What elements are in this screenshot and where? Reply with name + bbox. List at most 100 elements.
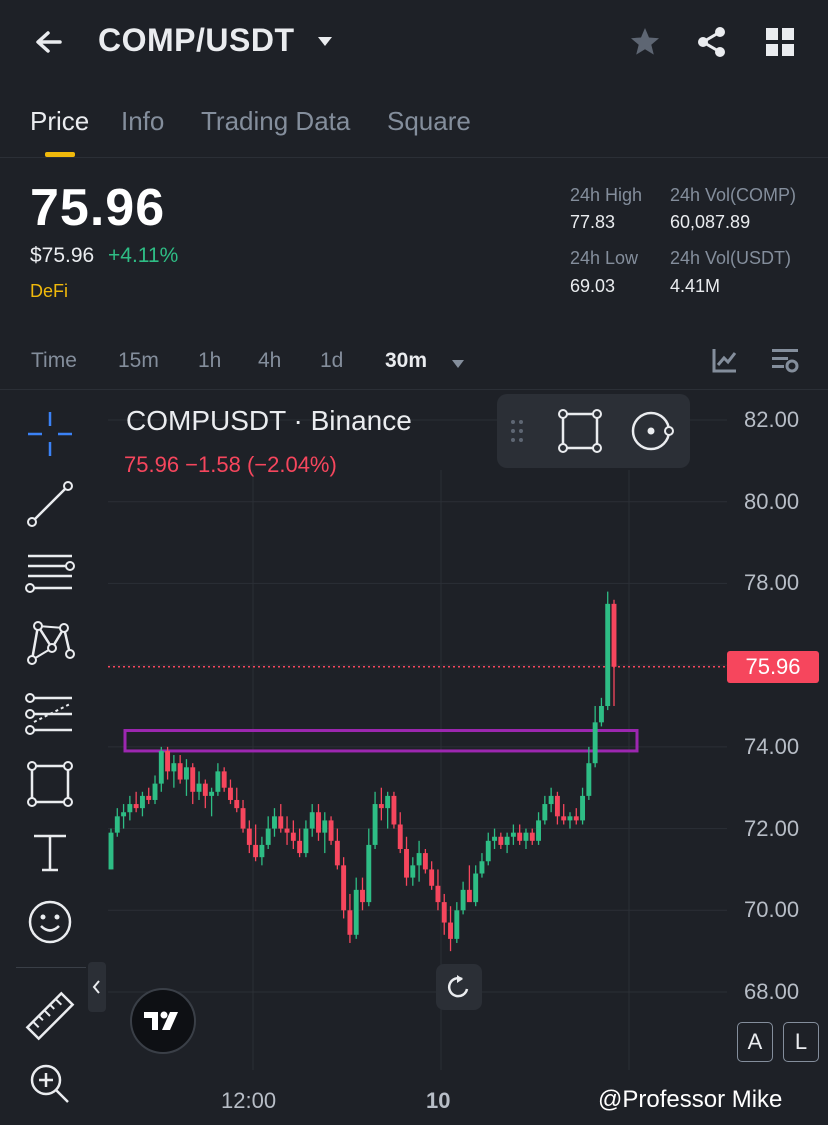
candle-body (316, 812, 321, 833)
candle-body (347, 910, 353, 935)
sidebar-collapse-button[interactable] (88, 962, 106, 1012)
trend-line-tool-icon[interactable] (22, 476, 78, 532)
chart-ohlc: 75.96 −1.58 (−2.04%) (124, 452, 337, 477)
candle-body (492, 836, 497, 841)
candle-body (441, 902, 447, 923)
circle-tool-icon[interactable] (629, 408, 679, 454)
prediction-tool-icon[interactable] (22, 686, 78, 742)
candle-body (190, 767, 196, 792)
y-tick: 82.00 (744, 407, 800, 432)
candle-body (479, 861, 485, 874)
chevron-down-icon[interactable] (316, 34, 334, 50)
candle-body (523, 832, 529, 841)
candle-body (108, 832, 114, 870)
divider (16, 967, 86, 968)
candle-body (158, 750, 164, 784)
sector-tag[interactable]: DeFi (30, 281, 69, 301)
tab-trading-data[interactable]: Trading Data (201, 106, 351, 136)
indicator-icon (712, 349, 737, 373)
candle-body (253, 844, 259, 858)
candle-body (209, 791, 215, 796)
zoom-in-tool-icon[interactable] (22, 1056, 78, 1112)
candle-body (215, 771, 221, 792)
y-tick: 68.00 (744, 979, 800, 1004)
stat-24h-high-value: 77.83 (570, 212, 616, 232)
back-button[interactable] (26, 22, 70, 66)
favorite-button[interactable] (627, 24, 663, 60)
divider (0, 389, 828, 390)
share-button[interactable] (694, 24, 730, 60)
candle-body (353, 889, 359, 935)
tradingview-logo-icon (144, 1011, 178, 1030)
reset-view-button[interactable] (436, 964, 482, 1010)
indicator-button[interactable] (710, 345, 740, 375)
interval-time[interactable]: Time (31, 349, 77, 372)
grid-icon (766, 28, 794, 56)
candle-body (309, 812, 315, 829)
candle-body (234, 799, 240, 809)
candle-body (592, 722, 598, 764)
candle-body (366, 844, 372, 903)
chart-symbol: COMPUSDT · Binance (126, 405, 412, 436)
interval-15m[interactable]: 15m (118, 349, 159, 372)
tab-info[interactable]: Info (121, 106, 165, 136)
candle-body (605, 603, 611, 706)
candle-body (529, 832, 535, 841)
candle-body (435, 885, 441, 903)
chart-settings-button[interactable] (770, 345, 800, 375)
candlestick-chart[interactable] (0, 390, 828, 1125)
ruler-tool-icon[interactable] (22, 988, 78, 1044)
stat-24h-high-label: 24h High (570, 185, 643, 205)
candle-body (573, 816, 579, 821)
candle-body (429, 869, 435, 886)
candle-body (485, 840, 491, 862)
candle-body (448, 922, 453, 939)
auto-scale-button[interactable]: A (737, 1022, 773, 1062)
candle-body (284, 828, 290, 833)
layout-button[interactable] (762, 24, 798, 60)
y-tick: 74.00 (744, 734, 800, 759)
current-price-marker: 75.96 (727, 651, 819, 683)
share-icon (698, 27, 725, 57)
tab-square[interactable]: Square (387, 106, 471, 136)
rectangle-tool-icon[interactable] (22, 756, 78, 812)
change-percent: +4.11% (108, 244, 179, 267)
pair-title[interactable]: COMP/USDT (98, 22, 295, 58)
candle-body (121, 812, 127, 817)
interval-1d[interactable]: 1d (320, 349, 344, 372)
tab-price[interactable]: Price (30, 106, 90, 136)
drag-handle-icon[interactable] (509, 418, 525, 444)
fib-retracement-tool-icon[interactable] (22, 546, 78, 602)
y-tick: 70.00 (744, 897, 800, 922)
last-price: 75.96 (30, 179, 166, 237)
candle-body (473, 873, 479, 903)
crosshair-tool-icon[interactable] (22, 406, 78, 462)
candle-body (297, 840, 303, 854)
candle-body (322, 820, 328, 833)
candle-body (586, 763, 592, 796)
log-scale-button[interactable]: L (783, 1022, 819, 1062)
candle-body (341, 865, 347, 911)
candle-body (422, 853, 428, 870)
interval-4h[interactable]: 4h (258, 349, 282, 372)
text-tool-icon[interactable] (22, 824, 78, 880)
top-bar: COMP/USDT (0, 0, 828, 88)
candle-body (221, 771, 227, 788)
interval-1h[interactable]: 1h (198, 349, 222, 372)
candle-body (290, 832, 296, 841)
interval-30m[interactable]: 30m (385, 349, 428, 372)
pattern-tool-icon[interactable] (22, 616, 78, 672)
candle-body (259, 844, 265, 858)
rectangle-tool-icon[interactable] (557, 408, 603, 454)
candle-body (177, 763, 183, 780)
emoji-tool-icon[interactable] (22, 894, 78, 950)
candle-body (139, 795, 145, 809)
candle-body (454, 910, 460, 939)
chevron-down-icon[interactable] (451, 356, 465, 368)
candle-body (397, 824, 403, 849)
candle-body (611, 603, 617, 667)
candle-body (378, 804, 384, 809)
candle-body (328, 820, 334, 841)
candle-body (228, 787, 233, 800)
candle-body (265, 828, 271, 845)
